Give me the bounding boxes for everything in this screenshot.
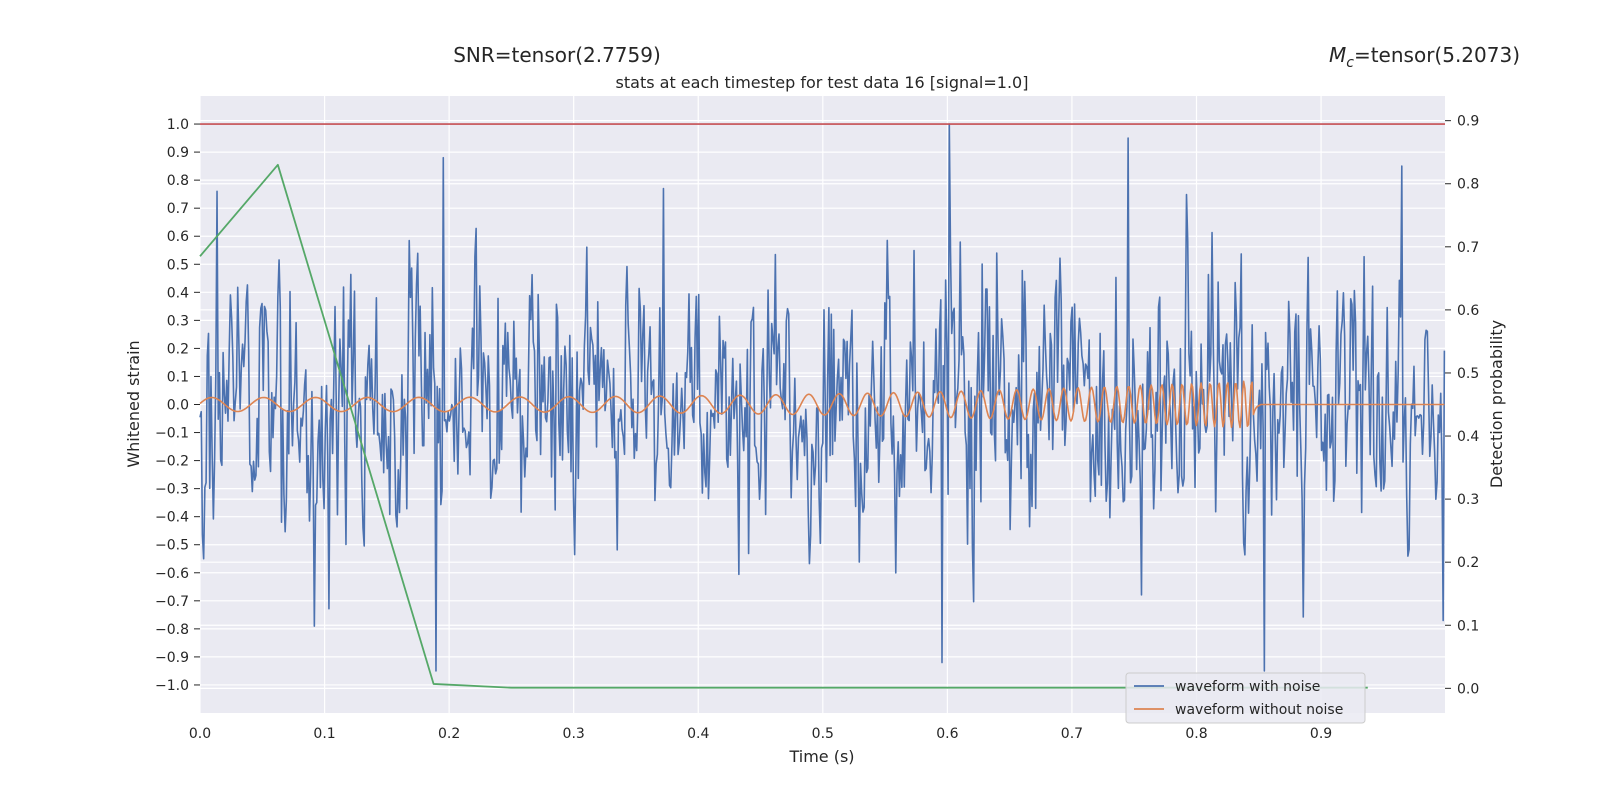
- x-tick-label: 0.4: [687, 726, 709, 742]
- legend-label-noisy: waveform with noise: [1175, 679, 1320, 695]
- y-tick-label: −0.5: [155, 538, 189, 554]
- y-right-tick-label: 0.7: [1457, 240, 1479, 256]
- y-tick-label: 0.0: [167, 398, 189, 414]
- y-tick-label: −0.8: [155, 622, 189, 638]
- tick-layer: 0.0 0.1 0.2 0.3 0.4 0.5 0.6 0.7 0.8 0.9 1.0 0.9 0.8 0…: [155, 114, 1479, 742]
- series-waveform-without-noise: [199, 380, 1445, 429]
- y-tick-label: −0.1: [155, 426, 189, 442]
- y-right-tick-label: 0.4: [1457, 429, 1479, 445]
- y-right-tick-label: 0.1: [1457, 618, 1479, 634]
- x-tick-label: 0.6: [936, 726, 958, 742]
- y-tick-label: −0.9: [155, 650, 189, 666]
- y-axis-label: Whitened strain: [124, 340, 143, 467]
- y-tick-label: 0.5: [167, 257, 189, 273]
- y-tick-label: 0.7: [167, 201, 189, 217]
- y-tick-label: 0.2: [167, 341, 189, 357]
- y-tick-label: 0.9: [167, 145, 189, 161]
- legend: waveform with noise waveform without noi…: [1125, 672, 1366, 724]
- y-tick-label: −1.0: [155, 678, 189, 694]
- series-waveform-with-noise: [199, 123, 1446, 672]
- header-right: Mc=tensor(5.2073): [1329, 43, 1520, 71]
- legend-label-clean: waveform without noise: [1175, 702, 1343, 718]
- y-tick-label: 0.4: [167, 285, 189, 301]
- y-tick-label: 0.3: [167, 313, 189, 329]
- x-tick-label: 0.7: [1061, 726, 1083, 742]
- y-tick-label: −0.6: [155, 566, 189, 582]
- chart-title: stats at each timestep for test data 16 …: [616, 73, 1029, 92]
- y-tick-label: −0.2: [155, 454, 189, 470]
- y-tick-label: −0.3: [155, 482, 189, 498]
- y-right-tick-label: 0.5: [1457, 366, 1479, 382]
- y-right-tick-label: 0.6: [1457, 303, 1479, 319]
- y-tick-label: −0.4: [155, 510, 189, 526]
- x-tick-label: 0.5: [812, 726, 834, 742]
- y-tick-label: −0.7: [155, 594, 189, 610]
- x-axis-label: Time (s): [788, 747, 854, 766]
- x-tick-label: 0.2: [438, 726, 460, 742]
- x-tick-label: 0.1: [313, 726, 335, 742]
- y-right-tick-label: 0.3: [1457, 492, 1479, 508]
- header-right-symbol: M: [1329, 43, 1346, 67]
- header-right-subscript: c: [1346, 55, 1354, 71]
- y-axis-right-label: Detection probability: [1487, 320, 1506, 488]
- header-right-value: =tensor(5.2073): [1354, 43, 1520, 67]
- y-tick-label: 0.6: [167, 229, 189, 245]
- y-right-tick-label: 0.9: [1457, 114, 1479, 130]
- y-tick-label: 0.1: [167, 369, 189, 385]
- y-right-tick-label: 0.0: [1457, 681, 1479, 697]
- x-tick-label: 0.8: [1185, 726, 1207, 742]
- y-tick-label: 0.8: [167, 173, 189, 189]
- x-tick-label: 0.9: [1310, 726, 1332, 742]
- header-left: SNR=tensor(2.7759): [453, 43, 661, 67]
- y-right-tick-label: 0.2: [1457, 555, 1479, 571]
- y-right-tick-label: 0.8: [1457, 177, 1479, 193]
- x-tick-label: 0.3: [563, 726, 585, 742]
- x-tick-label: 0.0: [189, 726, 211, 742]
- y-tick-label: 1.0: [167, 117, 189, 133]
- legend-box: [1125, 672, 1366, 724]
